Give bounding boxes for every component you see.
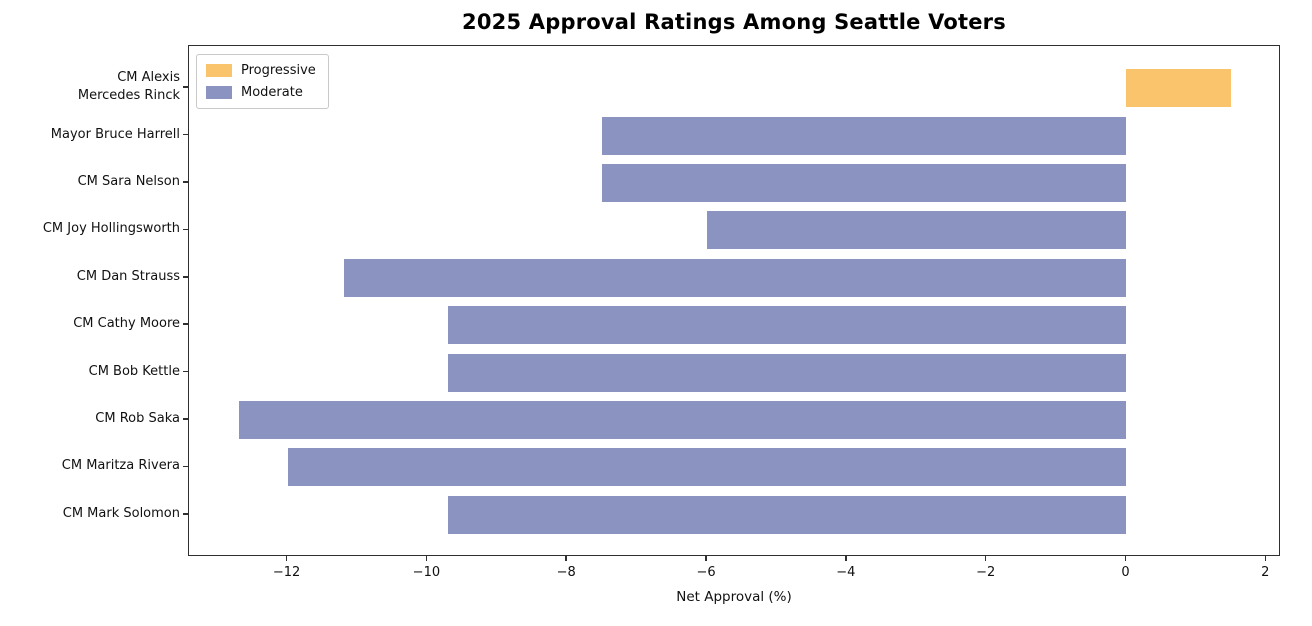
y-axis-label: CM Mark Solomon xyxy=(62,505,180,521)
approval-bar xyxy=(448,353,1127,392)
x-tick-mark xyxy=(285,556,288,561)
x-tick-mark xyxy=(1264,556,1267,561)
legend-swatch-icon xyxy=(206,86,232,99)
approval-bar xyxy=(602,163,1127,202)
y-tick-mark xyxy=(183,370,188,373)
x-tick-mark xyxy=(425,556,428,561)
x-tick-label: −8 xyxy=(556,565,576,580)
legend-item-moderate: Moderate xyxy=(206,85,316,100)
legend-swatch-icon xyxy=(206,64,232,77)
legend-label: Progressive xyxy=(241,63,316,78)
x-tick-label: −4 xyxy=(836,565,856,580)
y-axis-label: Mayor Bruce Harrell xyxy=(50,126,180,142)
x-tick-label: 0 xyxy=(1121,565,1130,580)
y-axis-label: CM Cathy Moore xyxy=(73,316,180,332)
x-axis-title: Net Approval (%) xyxy=(676,589,792,605)
x-tick-label: 2 xyxy=(1261,565,1270,580)
approval-bar xyxy=(448,306,1127,345)
y-tick-mark xyxy=(183,323,188,325)
y-axis-label: CM Joy Hollingsworth xyxy=(42,221,180,237)
y-axis-label: CM Alexis Mercedes Rinck xyxy=(77,70,180,104)
x-tick-mark xyxy=(705,556,707,561)
y-tick-mark xyxy=(183,86,188,88)
approval-bar xyxy=(602,116,1127,155)
y-tick-mark xyxy=(183,465,188,468)
chart-title: 2025 Approval Ratings Among Seattle Vote… xyxy=(462,10,1006,34)
x-tick-mark xyxy=(1124,556,1127,561)
x-tick-label: −2 xyxy=(976,565,996,580)
x-tick-mark xyxy=(984,556,987,561)
y-tick-mark xyxy=(183,133,188,136)
x-tick-label: −6 xyxy=(696,565,716,580)
y-axis-label: CM Maritza Rivera xyxy=(61,458,180,474)
approval-bar xyxy=(448,495,1127,534)
y-axis-label: CM Sara Nelson xyxy=(77,173,180,189)
approval-bar xyxy=(707,211,1127,250)
y-axis-label: CM Bob Kettle xyxy=(88,363,180,379)
legend-item-progressive: Progressive xyxy=(206,63,316,78)
legend-label: Moderate xyxy=(241,85,303,100)
legend: Progressive Moderate xyxy=(196,54,329,109)
y-tick-mark xyxy=(183,276,188,278)
y-tick-mark xyxy=(183,181,188,183)
approval-bar xyxy=(238,401,1127,439)
x-tick-label: −12 xyxy=(272,565,301,580)
approval-bar xyxy=(343,258,1127,297)
approval-bar xyxy=(287,448,1127,487)
y-tick-mark xyxy=(183,418,188,420)
y-tick-mark xyxy=(183,228,188,231)
x-tick-mark xyxy=(565,556,567,561)
y-axis-label: CM Rob Saka xyxy=(95,411,180,426)
x-tick-label: −10 xyxy=(412,565,441,580)
plot-area: Progressive Moderate xyxy=(188,45,1280,556)
y-axis-label: CM Dan Strauss xyxy=(76,268,180,284)
x-tick-mark xyxy=(845,556,847,561)
y-tick-mark xyxy=(183,513,188,515)
approval-bar xyxy=(1126,69,1232,108)
